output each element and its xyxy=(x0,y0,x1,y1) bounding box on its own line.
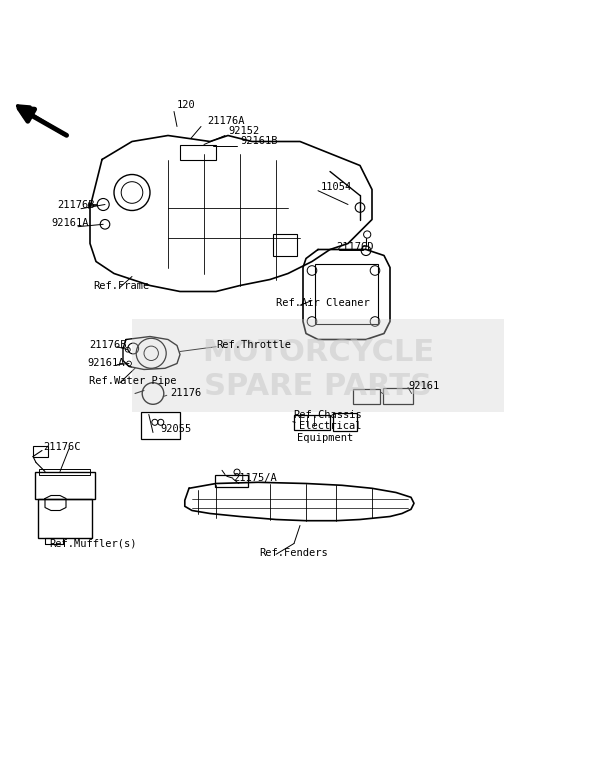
Text: 21176: 21176 xyxy=(170,388,201,398)
Bar xyxy=(39,469,90,474)
Text: 21176D: 21176D xyxy=(336,242,374,252)
Text: 21176B: 21176B xyxy=(57,199,95,209)
Bar xyxy=(33,446,48,457)
Text: 21176A: 21176A xyxy=(207,115,245,126)
Text: 11054: 11054 xyxy=(321,181,352,191)
Text: Ref.Frame: Ref.Frame xyxy=(93,281,149,291)
Text: Ref.Muffler(s): Ref.Muffler(s) xyxy=(49,539,137,549)
Bar xyxy=(294,415,330,429)
Text: 92055: 92055 xyxy=(161,425,192,435)
Text: 92152: 92152 xyxy=(228,126,259,136)
Text: 92161B: 92161B xyxy=(240,136,277,146)
Text: Electrical: Electrical xyxy=(299,422,361,432)
Text: Ref.Chassis: Ref.Chassis xyxy=(293,409,362,419)
Bar xyxy=(215,474,248,487)
Text: Equipment: Equipment xyxy=(297,433,353,443)
Text: 120: 120 xyxy=(177,101,196,111)
Text: 21175/A: 21175/A xyxy=(233,473,277,483)
Text: Ref.Throttle: Ref.Throttle xyxy=(216,340,291,350)
Text: Ref.Water Pipe: Ref.Water Pipe xyxy=(89,377,176,387)
Text: 21176B: 21176B xyxy=(89,340,127,350)
Text: 21176C: 21176C xyxy=(43,443,80,453)
Bar xyxy=(315,264,378,325)
Text: 92161A: 92161A xyxy=(87,359,125,368)
Bar xyxy=(383,388,413,405)
Bar xyxy=(273,235,297,256)
Bar xyxy=(353,389,380,404)
Text: Ref.Air Cleaner: Ref.Air Cleaner xyxy=(276,298,370,308)
Text: 92161A: 92161A xyxy=(51,218,89,228)
Text: 92161: 92161 xyxy=(408,381,439,391)
Bar xyxy=(38,498,92,538)
Text: MOTORCYCLE
SPARE PARTS: MOTORCYCLE SPARE PARTS xyxy=(202,338,434,401)
Text: Ref.Fenders: Ref.Fenders xyxy=(259,547,328,557)
Bar xyxy=(333,413,357,432)
Bar xyxy=(141,412,180,439)
Bar xyxy=(132,319,504,412)
Bar xyxy=(180,144,216,160)
Bar xyxy=(35,471,95,498)
